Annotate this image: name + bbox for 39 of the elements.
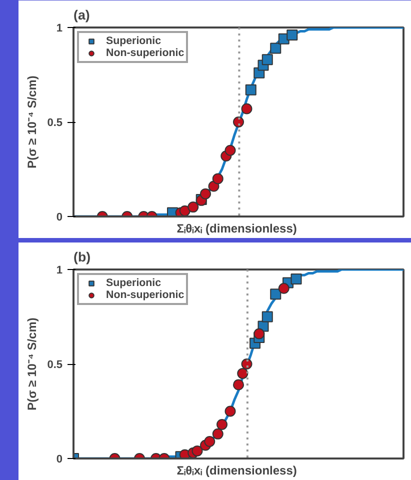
point <box>212 428 224 440</box>
y-axis-title: P(σ ≥ 10⁻⁴ S/cm) <box>25 76 40 168</box>
point <box>200 188 211 200</box>
point <box>216 418 228 430</box>
point <box>270 288 282 300</box>
point <box>241 358 252 370</box>
point <box>233 116 244 128</box>
y-tick-label: 0.5 <box>47 359 63 371</box>
y-tick-label: 1 <box>56 22 63 34</box>
chart-title: (b) <box>74 250 91 264</box>
point <box>262 54 273 66</box>
point <box>212 173 224 184</box>
point <box>254 328 265 340</box>
legend-label: Non-superionic <box>106 47 184 59</box>
point <box>245 84 256 96</box>
x-axis-title: Σᵢθᵢxᵢ (dimensionless) <box>176 222 297 236</box>
y-tick-label: 1 <box>56 264 63 276</box>
chart-title: (a) <box>74 8 90 22</box>
point <box>224 406 236 417</box>
point <box>262 311 273 322</box>
y-axis-title: P(σ ≥ 10⁻⁴ S/cm) <box>25 318 40 410</box>
point <box>233 379 244 390</box>
legend-label: Superionic <box>106 35 162 47</box>
point <box>237 368 248 379</box>
point <box>192 445 203 456</box>
legend-label: Superionic <box>106 277 162 289</box>
point <box>270 42 282 54</box>
legend-label: Non-superionic <box>106 289 184 301</box>
point <box>278 282 290 294</box>
x-axis-title: Σᵢθᵢxᵢ (dimensionless) <box>176 464 297 478</box>
y-tick-label: 0 <box>56 454 63 466</box>
point <box>290 273 302 284</box>
y-tick-label: 0.5 <box>47 117 63 129</box>
point <box>188 202 199 213</box>
point <box>286 30 298 41</box>
y-tick-label: 0 <box>56 212 63 224</box>
point <box>224 144 236 156</box>
point <box>241 103 252 114</box>
point <box>204 436 216 447</box>
